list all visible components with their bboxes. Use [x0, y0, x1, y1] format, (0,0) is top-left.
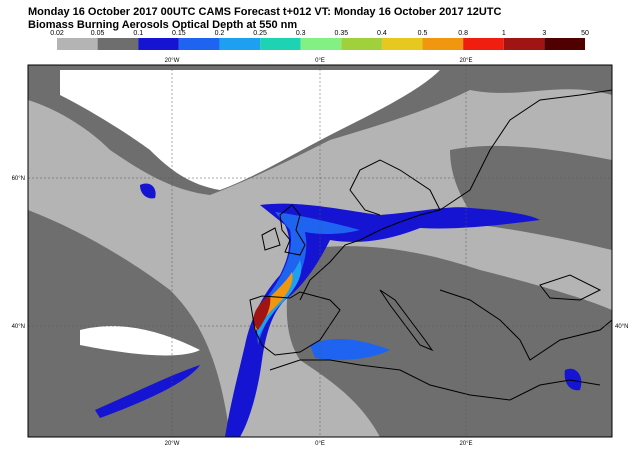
colorbar-swatch	[97, 38, 139, 50]
colorbar-swatch	[503, 38, 545, 50]
colorbar-swatch	[341, 38, 382, 50]
colorbar-label: 0.1	[133, 30, 143, 37]
aerosol-plume	[95, 365, 200, 418]
latitude-label: 60°N	[12, 176, 25, 182]
graticule	[28, 65, 612, 437]
colorbar-label: 0.2	[215, 30, 225, 37]
aerosol-plume	[310, 338, 390, 360]
colorbar-label: 1	[502, 30, 506, 37]
map-frame	[27, 64, 613, 438]
aerosol-plume	[253, 295, 271, 330]
colorbar-label: 0.25	[253, 30, 267, 37]
title-line1: Monday 16 October 2017 00UTC CAMS Foreca…	[28, 6, 502, 18]
map	[28, 65, 612, 437]
title-line2: Biomass Burning Aerosols Optical Depth a…	[28, 19, 297, 31]
colorbar-swatch	[57, 38, 98, 50]
colorbar-label: 0.4	[377, 30, 387, 37]
longitude-label: 20°E	[459, 441, 472, 447]
colorbar-swatch	[260, 38, 301, 50]
colorbar: 0.02 0.05 0.1 0.15 0.2 0.25 0.3 0.35 0.4 0.5 0.8 1 3…	[50, 30, 589, 50]
coastline	[269, 359, 601, 401]
aerosol-plume	[564, 368, 582, 391]
colorbar-swatch	[219, 38, 261, 50]
colorbar-label: 0.3	[296, 30, 306, 37]
latitude-label: 40°N	[615, 324, 628, 330]
coastline	[261, 204, 306, 256]
colorbar-label: 0.05	[91, 30, 105, 37]
clear-area	[80, 326, 200, 356]
colorbar-label: 0.15	[172, 30, 186, 37]
coastline	[539, 274, 602, 301]
colorbar-swatch	[300, 38, 342, 50]
colorbar-swatch	[178, 38, 220, 50]
colorbar-label: 0.02	[50, 30, 64, 37]
coastline	[249, 291, 341, 356]
coastline	[299, 89, 612, 301]
clear-area	[60, 70, 440, 190]
longitude-label: 0°E	[315, 58, 325, 64]
colorbar-swatch	[544, 38, 585, 50]
colorbar-swatch	[422, 38, 464, 50]
colorbar-label: 0.35	[334, 30, 348, 37]
colorbar-label: 0.8	[458, 30, 468, 37]
longitude-label: 20°E	[459, 58, 472, 64]
colorbar-swatch	[381, 38, 423, 50]
longitude-label: 20°W	[165, 441, 180, 447]
aerosol-plume	[140, 183, 156, 199]
colorbar-swatch	[138, 38, 179, 50]
colorbar-label: 0.5	[418, 30, 428, 37]
colorbar-label: 50	[581, 30, 589, 37]
axis-labels: 20°W 0°E 20°E 20°W 0°E 20°E 60°N 40°N 40°N	[12, 58, 629, 447]
coastline	[379, 289, 612, 361]
colorbar-swatch	[463, 38, 504, 50]
longitude-label: 0°E	[315, 441, 325, 447]
longitude-label: 20°W	[165, 58, 180, 64]
colorbar-label: 3	[542, 30, 546, 37]
latitude-label: 40°N	[12, 324, 25, 330]
